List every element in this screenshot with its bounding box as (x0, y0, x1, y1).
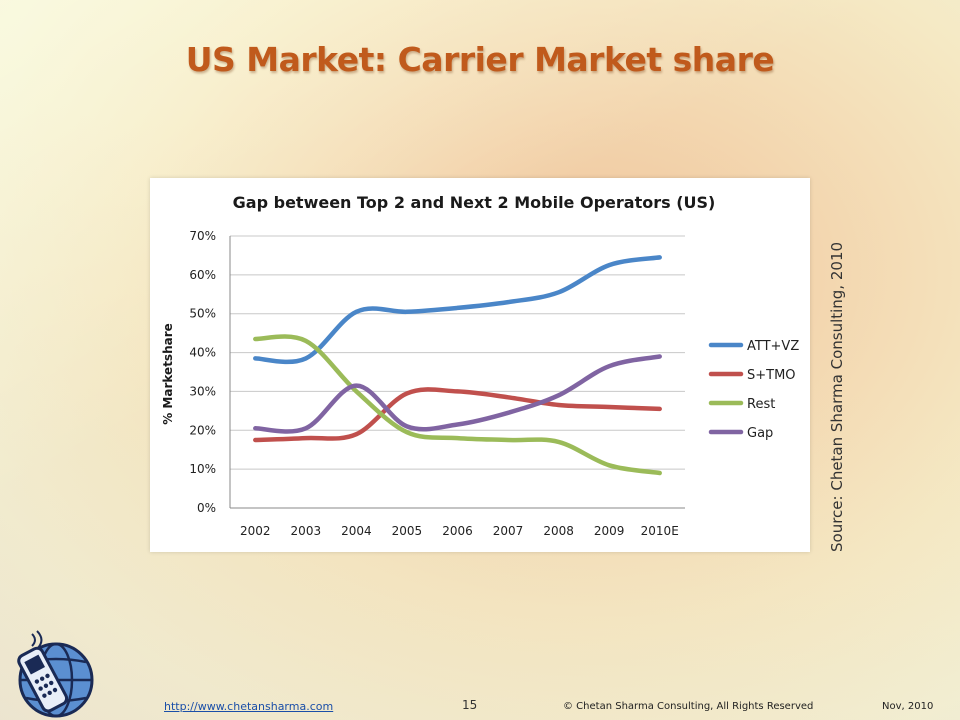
data-point-att-vz (304, 357, 307, 360)
chart-container: Gap between Top 2 and Next 2 Mobile Oper… (150, 178, 810, 552)
data-point-gap (608, 365, 611, 368)
data-point-gap (658, 355, 661, 358)
slide-title: US Market: Carrier Market share (185, 40, 775, 79)
data-point-att-vz (658, 256, 661, 259)
line-chart: Gap between Top 2 and Next 2 Mobile Oper… (161, 193, 799, 538)
x-tick-labels: 2002 2003 2004 2005 2006 2007 2008 2009 2010E (240, 524, 679, 538)
footer-date: Nov, 2010 (882, 701, 934, 712)
data-point-rest (355, 390, 358, 393)
x-tick-label: 2004 (341, 524, 372, 538)
data-point-att-vz (557, 291, 560, 294)
data-point-rest (456, 436, 459, 440)
data-point-gap (405, 425, 409, 428)
x-tick-label: 2008 (543, 524, 574, 538)
x-tick-label: 2003 (291, 524, 322, 538)
y-tick-labels: 0% 10% 20% 30% 40% 50% 60% 70% (189, 229, 216, 515)
series-line-s-tmo (253, 387, 662, 443)
data-point-rest (608, 464, 611, 467)
data-point-s-tmo (506, 396, 510, 399)
x-tick-label: 2002 (240, 524, 271, 538)
data-point-gap (557, 394, 560, 397)
source-note: Source: Chetan Sharma Consulting, 2010 (828, 241, 846, 552)
legend: ATT+VZ S+TMO Rest Gap (708, 339, 799, 441)
y-tick-label: 50% (189, 307, 216, 321)
series-lines (253, 255, 662, 476)
legend-label-gap: Gap (747, 426, 773, 441)
data-point-rest (254, 337, 257, 341)
legend-label-rest: Rest (747, 397, 775, 412)
x-tick-label: 2006 (442, 524, 473, 538)
legend-label-s-tmo: S+TMO (747, 368, 796, 383)
data-point-rest (405, 431, 409, 434)
data-point-rest (557, 440, 560, 444)
series-line-gap (253, 354, 662, 434)
data-point-gap (506, 411, 510, 414)
y-axis-label: % Marketshare (161, 323, 175, 425)
x-tick-label: 2005 (392, 524, 423, 538)
data-point-gap (456, 423, 459, 426)
data-point-s-tmo (355, 433, 358, 436)
data-point-att-vz (456, 306, 459, 310)
data-point-rest (658, 471, 661, 475)
data-point-att-vz (506, 300, 510, 304)
x-tick-label: 2009 (594, 524, 625, 538)
x-tick-label: 2010E (641, 524, 679, 538)
data-point-att-vz (608, 263, 611, 267)
data-point-att-vz (405, 310, 409, 313)
data-point-rest (304, 339, 307, 343)
y-tick-label: 60% (189, 268, 216, 282)
data-point-s-tmo (405, 392, 409, 395)
y-tick-label: 70% (189, 229, 216, 243)
data-point-s-tmo (658, 407, 661, 411)
y-tick-label: 40% (189, 346, 216, 360)
y-tick-label: 20% (189, 423, 216, 437)
data-point-att-vz (355, 310, 358, 313)
phone-globe-logo (17, 630, 94, 718)
data-point-s-tmo (254, 438, 257, 442)
y-tick-label: 10% (189, 462, 216, 476)
data-point-s-tmo (608, 405, 611, 409)
data-point-gap (355, 384, 358, 387)
data-point-s-tmo (456, 390, 459, 393)
legend-label-att-vz: ATT+VZ (747, 339, 799, 354)
page-number: 15 (462, 698, 478, 712)
website-link[interactable]: http://www.chetansharma.com (164, 700, 334, 713)
copyright-notice: © Chetan Sharma Consulting, All Rights R… (563, 701, 814, 712)
data-point-s-tmo (304, 436, 307, 440)
y-tick-label: 30% (189, 384, 216, 398)
data-point-gap (254, 427, 257, 430)
data-point-rest (506, 438, 510, 442)
data-point-gap (304, 427, 307, 430)
data-point-att-vz (254, 357, 257, 360)
chart-title: Gap between Top 2 and Next 2 Mobile Oper… (233, 193, 716, 212)
data-point-s-tmo (557, 403, 560, 407)
y-tick-label: 0% (197, 501, 216, 515)
x-tick-label: 2007 (493, 524, 524, 538)
